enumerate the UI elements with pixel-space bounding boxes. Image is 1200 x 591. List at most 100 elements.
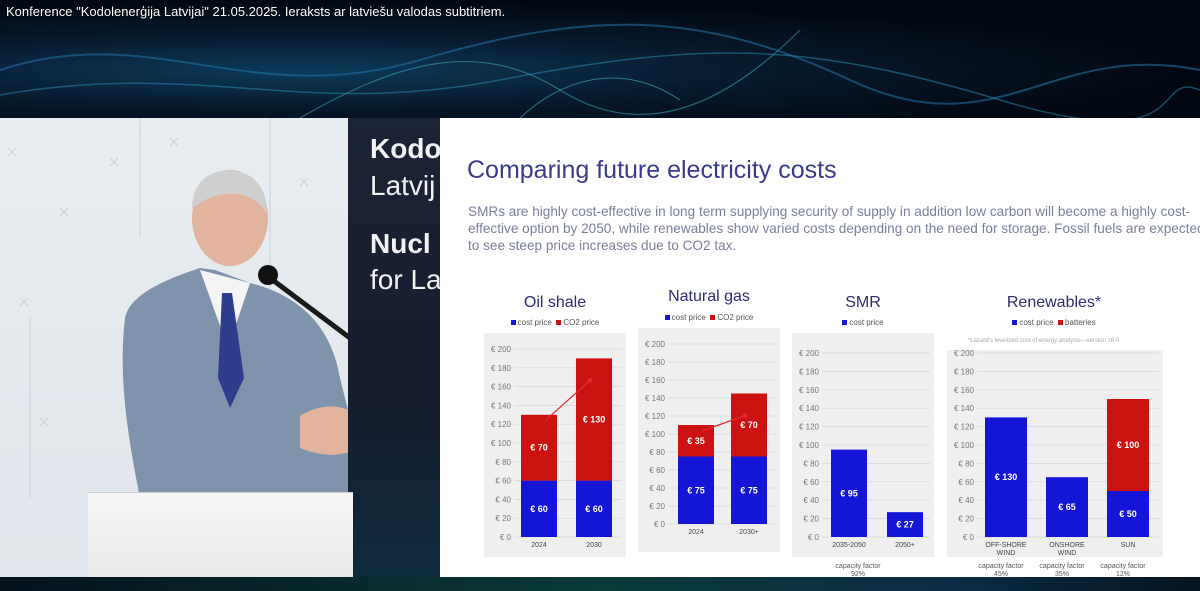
x-tick-label: 2024 (531, 542, 547, 549)
bar-segment (678, 456, 714, 524)
chart-plot: € 0 € 20 € 40 € 60 € 80 € 100 € 120 € 140 € 160 €… (947, 350, 1163, 557)
y-tick-label: € 60 (649, 466, 665, 475)
capacity-factor-caption: capacity factor 92% (835, 563, 881, 577)
legend-swatch-batteries (1058, 320, 1063, 326)
y-tick-label: € 180 (954, 367, 975, 376)
trend-connector (544, 379, 591, 422)
y-tick-label: € 0 (654, 520, 666, 529)
data-label: € 100 (1117, 440, 1140, 450)
y-tick-label: € 60 (958, 478, 974, 487)
bar-segment (887, 512, 923, 537)
x-tick-label: 2030+ (739, 529, 759, 536)
y-tick-label: € 160 (954, 386, 975, 395)
bar-segment (576, 358, 612, 481)
y-tick-label: € 200 (799, 349, 820, 358)
x-tick-label: 2024 (688, 529, 704, 536)
banner-line-1: Kodo (370, 133, 440, 164)
podium (88, 492, 353, 577)
trend-connector-dot (742, 413, 748, 418)
data-label: € 70 (740, 420, 758, 430)
data-label: € 35 (687, 436, 705, 446)
x-tick-label: SUN (1121, 542, 1136, 549)
y-tick-label: € 140 (799, 404, 820, 413)
y-tick-label: € 100 (491, 439, 512, 448)
y-tick-label: € 180 (645, 358, 666, 367)
chart-panel-natural-gas: Natural gas cost price CO2 price € 0 € 20… (634, 283, 784, 573)
y-tick-label: € 0 (808, 533, 820, 542)
smoke-decoration (0, 23, 1200, 118)
y-tick-label: € 0 (500, 533, 512, 542)
chart-title: SMR (845, 294, 881, 311)
y-tick-label: € 80 (958, 459, 974, 468)
y-tick-label: € 200 (491, 345, 512, 354)
y-tick-label: € 40 (958, 496, 974, 505)
y-tick-label: € 120 (645, 412, 666, 421)
chart-plot: € 0 € 20 € 40 € 60 € 80 € 100 € 120 € 140 € 160 €… (792, 333, 934, 557)
x-tick-label: ONSHORE (1049, 542, 1085, 549)
y-tick-label: € 100 (954, 441, 975, 450)
legend-label: cost price (849, 318, 884, 327)
y-tick-label: € 60 (803, 478, 819, 487)
y-tick-label: € 120 (799, 423, 820, 432)
source-note: *Lazard's levelized cost of energy analy… (968, 338, 1120, 344)
chart-legend: cost price CO2 price (480, 318, 630, 327)
data-label: € 60 (585, 504, 603, 514)
y-tick-label: € 20 (958, 515, 974, 524)
capacity-factor-caption: capacity factor 12% (1100, 563, 1146, 577)
y-tick-label: € 100 (645, 430, 666, 439)
bar-segment (831, 449, 867, 537)
y-tick-label: € 80 (803, 459, 819, 468)
y-tick-label: € 40 (803, 496, 819, 505)
y-tick-label: € 200 (645, 340, 666, 349)
y-tick-label: € 120 (491, 420, 512, 429)
data-label: € 27 (896, 520, 914, 530)
banner-line-3: Nucl (370, 228, 431, 259)
chart-plot: € 0 € 20 € 40 € 60 € 80 € 100 € 120 € 140 € 160 €… (638, 328, 780, 552)
y-tick-label: € 120 (954, 423, 975, 432)
legend-label: cost price (517, 318, 552, 327)
legend-label: CO2 price (563, 318, 600, 327)
bar-segment (1107, 399, 1149, 491)
y-tick-label: € 180 (491, 364, 512, 373)
conference-banner: Kodo Latvij Nucl for La (348, 118, 440, 577)
capacity-factor-caption: capacity factor 45% (978, 563, 1024, 577)
legend-swatch-co2 (710, 315, 716, 321)
y-tick-label: € 140 (491, 401, 512, 410)
y-tick-label: € 160 (645, 376, 666, 385)
speaker-camera-view: Kodo Latvij Nucl for La (0, 118, 440, 577)
y-tick-label: € 20 (803, 515, 819, 524)
y-tick-label: € 140 (645, 394, 666, 403)
data-label: € 95 (840, 488, 858, 498)
legend-label: cost price (1019, 318, 1054, 327)
capacity-factor-caption: capacity factor 35% (1039, 563, 1085, 577)
video-background-bottom (0, 577, 1200, 591)
legend-label: CO2 price (717, 313, 754, 322)
bar-segment (521, 414, 557, 481)
data-label: € 130 (583, 415, 606, 425)
bar-segment (1046, 477, 1088, 537)
x-tick-label: 2030 (586, 542, 602, 549)
y-tick-label: € 180 (799, 367, 820, 376)
legend-swatch-co2 (556, 320, 562, 326)
y-tick-label: € 40 (495, 495, 511, 504)
trend-connector (701, 414, 746, 432)
data-label: € 65 (1058, 502, 1076, 512)
y-tick-label: € 80 (495, 458, 511, 467)
y-tick-label: € 160 (799, 386, 820, 395)
x-tick-label: WIND (1058, 550, 1077, 557)
x-tick-label: WIND (997, 550, 1016, 557)
bar-segment (576, 480, 612, 537)
data-label: € 75 (740, 485, 758, 495)
chart-legend: cost price batteries (943, 318, 1165, 327)
legend-swatch-cost (510, 320, 516, 326)
y-tick-label: € 60 (495, 477, 511, 486)
y-tick-label: € 40 (649, 484, 665, 493)
y-tick-label: € 0 (963, 533, 975, 542)
y-tick-label: € 200 (954, 350, 975, 358)
slide-title: Comparing future electricity costs (467, 156, 837, 184)
chart-panel-smr: SMR cost price € 0 € 20 € 40 € 60 € 80 € 100 €… (788, 283, 938, 577)
chart-panel-renewables: Renewables* cost price batteries *Lazard… (943, 283, 1165, 577)
x-tick-label: OFF-SHORE (985, 542, 1027, 549)
presentation-slide: Comparing future electricity costs SMRs … (440, 118, 1200, 577)
x-tick-label: 2050+ (895, 542, 915, 549)
